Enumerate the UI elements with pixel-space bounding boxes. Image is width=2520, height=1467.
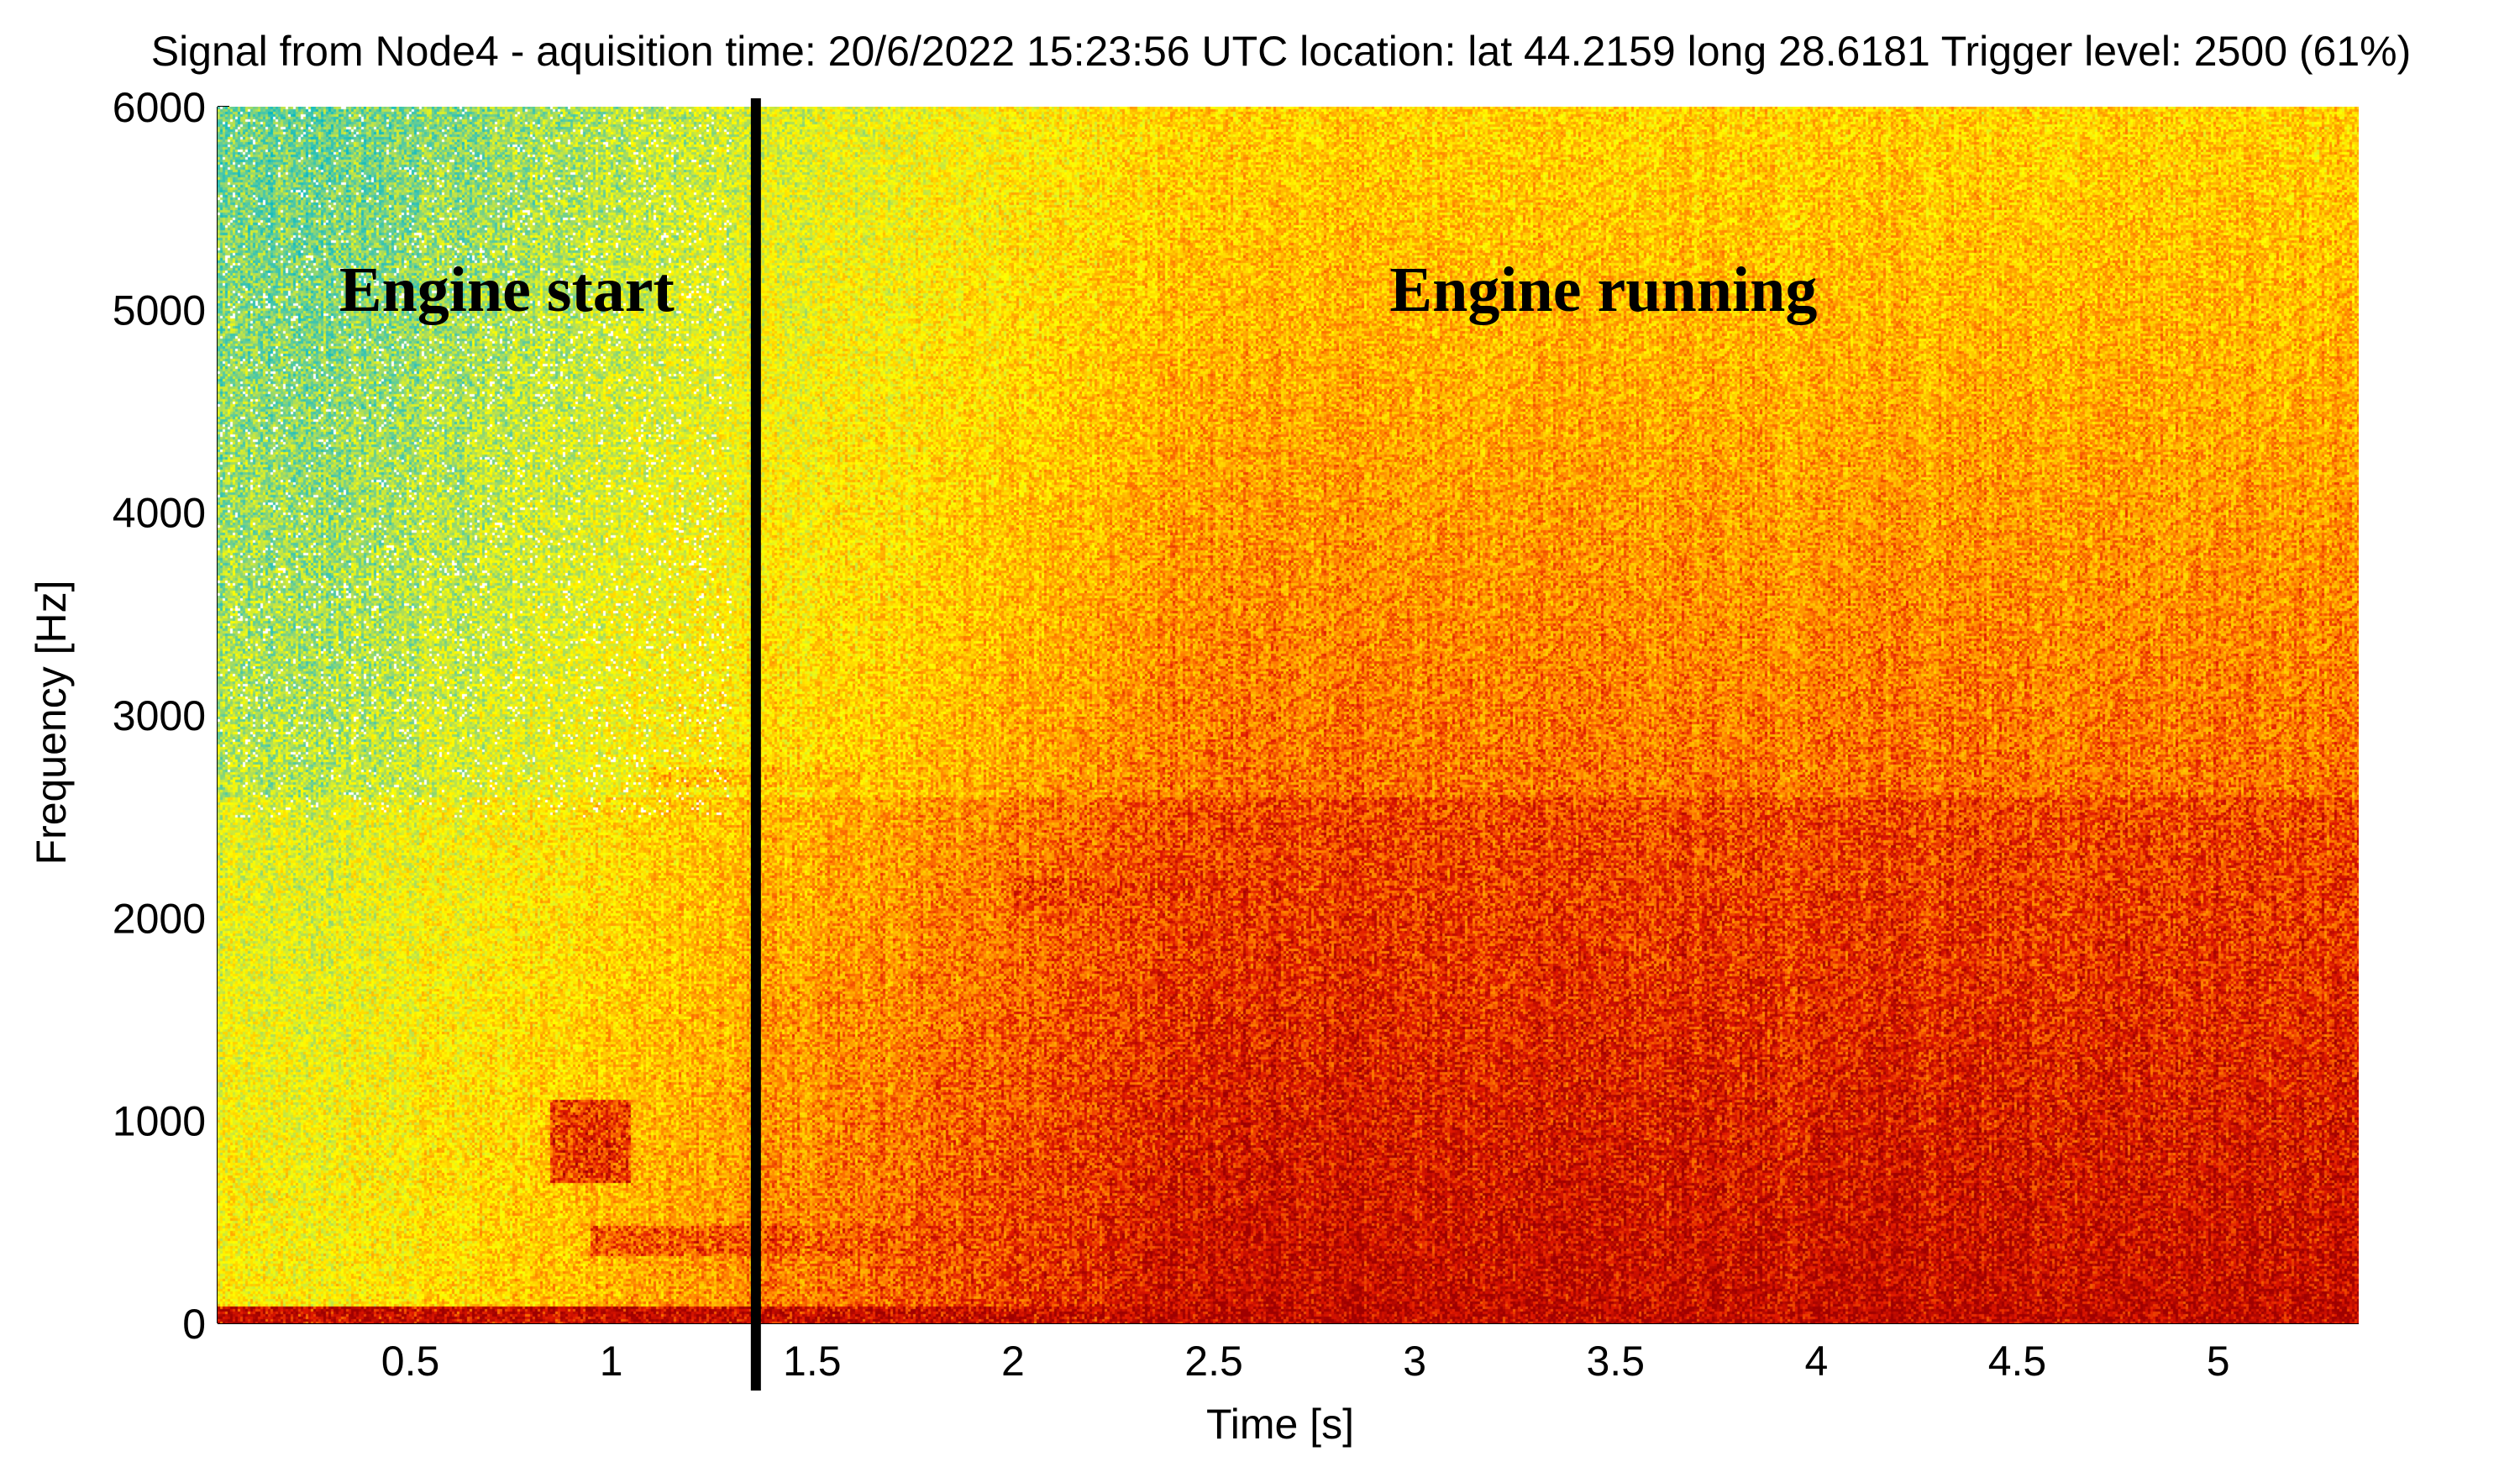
- x-tick-label: 2: [1001, 1338, 1025, 1385]
- y-tick-label: 5000: [113, 287, 206, 334]
- x-tick-label: 3: [1403, 1338, 1426, 1385]
- x-axis-label: Time [s]: [1206, 1401, 1354, 1448]
- x-tick-label: 2.5: [1184, 1338, 1243, 1385]
- annotation-engine-running: Engine running: [1389, 255, 1817, 325]
- y-tick-label: 2000: [113, 895, 206, 942]
- x-tick-label: 4: [1804, 1338, 1828, 1385]
- x-tick-label: 3.5: [1587, 1338, 1646, 1385]
- spectrogram-image: [218, 107, 2359, 1323]
- annotation-engine-start: Engine start: [339, 255, 675, 325]
- axes: 0.5 1 1.5 2 2.5 3 3.5 4 4.5 5 0 1000 2000 3000 4000 500…: [113, 84, 2359, 1385]
- y-axis-label: Frequency [Hz]: [28, 580, 75, 865]
- y-tick-label: 1000: [113, 1098, 206, 1145]
- x-tick-label: 1: [600, 1338, 623, 1385]
- chart-title: Signal from Node4 - aquisition time: 20/…: [151, 28, 2412, 75]
- x-tick-label: 1.5: [783, 1338, 842, 1385]
- x-tick-label: 5: [2207, 1338, 2230, 1385]
- x-tick-label: 4.5: [1988, 1338, 2047, 1385]
- y-tick-label: 4000: [113, 490, 206, 537]
- y-tick-label: 3000: [113, 692, 206, 739]
- y-tick-label: 0: [182, 1301, 206, 1348]
- x-tick-label: 0.5: [381, 1338, 440, 1385]
- y-tick-label: 6000: [113, 84, 206, 131]
